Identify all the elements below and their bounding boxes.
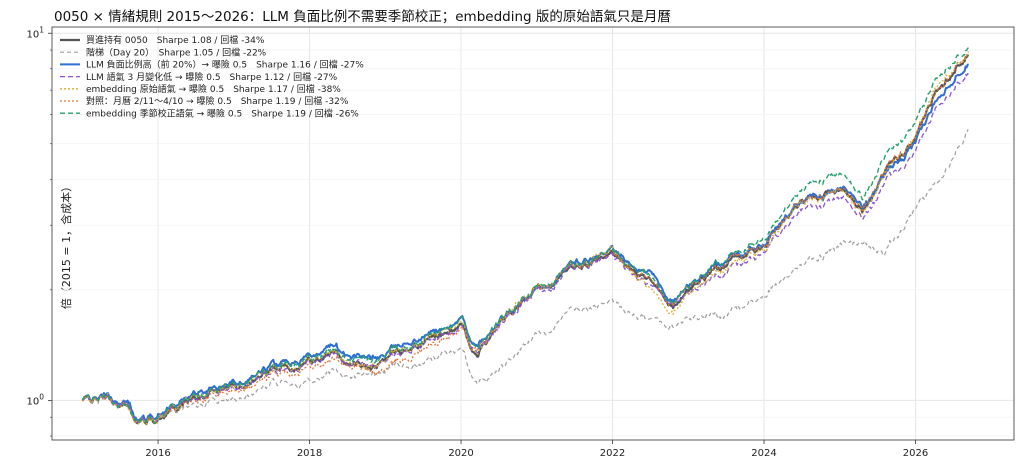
- x-tick-label: 2016: [145, 448, 170, 459]
- legend-entry: 買進持有 0050 Sharpe 1.08 / 回檔 -34%: [86, 34, 265, 46]
- legend-entry: LLM 負面比例高（前 20%）→ 曝險 0.5 Sharpe 1.16 / 回…: [86, 59, 364, 71]
- legend-entry: embedding 季節校正語氣 → 曝險 0.5 Sharpe 1.19 / …: [86, 107, 359, 119]
- x-axis-ticks: 2016 2018 2020 2022 2024 2026: [145, 440, 928, 459]
- y-tick-label: 100: [26, 392, 44, 407]
- y-tick-base: 10: [26, 29, 39, 40]
- legend-entry: 階梯（Day 20） Sharpe 1.05 / 回檔 -22%: [86, 46, 267, 58]
- legend-entry: embedding 原始語氣 → 曝險 0.5 Sharpe 1.17 / 回檔…: [86, 83, 341, 95]
- x-tick-label: 2018: [297, 448, 322, 459]
- series-line: [82, 129, 969, 424]
- series-line: [81, 51, 969, 424]
- x-tick-label: 2024: [751, 448, 776, 459]
- x-tick-label: 2026: [903, 448, 928, 459]
- y-tick-exponent: 0: [39, 392, 44, 401]
- y-tick-label: 101: [26, 25, 44, 40]
- legend-entry: 對照：月曆 2/11～4/10 → 曝險 0.5 Sharpe 1.19 / 回…: [86, 95, 349, 107]
- x-tick-label: 2020: [448, 448, 473, 459]
- y-tick-base: 10: [26, 396, 39, 407]
- y-tick-exponent: 1: [39, 25, 44, 34]
- legend: 買進持有 0050 Sharpe 1.08 / 回檔 -34%階梯（Day 20…: [60, 34, 364, 119]
- chart-title: 0050 × 情緒規則 2015～2026：LLM 負面比例不需要季節校正；em…: [54, 9, 671, 25]
- legend-entry: LLM 語氣 3 月變化低 → 曝險 0.5 Sharpe 1.12 / 回檔 …: [86, 71, 338, 83]
- series-line: [82, 73, 969, 424]
- plot-frame: [51, 26, 1015, 441]
- x-tick-label: 2022: [600, 448, 625, 459]
- series-layer: [81, 47, 970, 426]
- series-line: [81, 47, 969, 424]
